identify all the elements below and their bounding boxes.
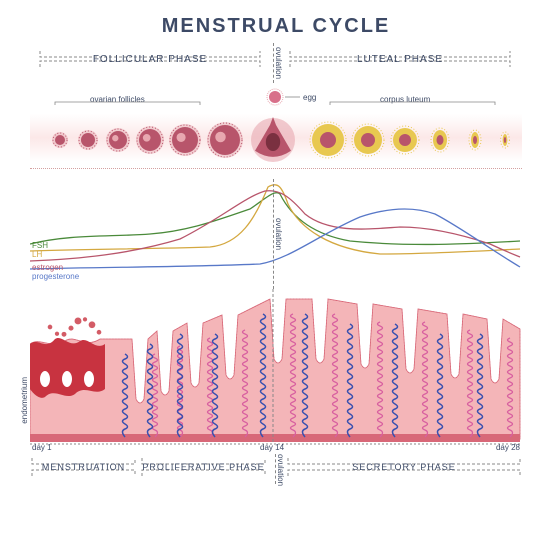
- proliferative-label: PROLIFERATIVE PHASE: [142, 462, 265, 472]
- egg-row: egg ovarian follicles corpus luteum: [0, 83, 552, 108]
- follicular-label: FOLLICULAR PHASE: [40, 54, 260, 65]
- lh-label: LH: [32, 250, 42, 259]
- day-28: day 28: [496, 443, 520, 452]
- menstruation-label: MENSTRUATION: [32, 462, 135, 472]
- main-title: MENSTRUAL CYCLE: [0, 0, 552, 38]
- top-phase-row: FOLLICULAR PHASE LUTEAL PHASE ovulation: [0, 43, 552, 83]
- small-brackets: [0, 83, 552, 108]
- hormone-chart: FSH LH estrogen progesterone ovulation: [30, 179, 522, 289]
- fsh-label: FSH: [32, 241, 48, 250]
- progesterone-label: progesterone: [32, 272, 79, 281]
- endometrium-label: endometrium: [20, 377, 29, 424]
- estrogen-label: estrogen: [32, 263, 63, 272]
- endometrium-panel: endometrium day 1 day 14 day 28: [30, 289, 522, 454]
- day-1: day 1: [32, 443, 52, 452]
- ovarian-band: [30, 108, 522, 169]
- ovulation-marker-hormone: ovulation: [273, 179, 283, 289]
- endometrium-svg: [30, 289, 522, 454]
- follicles-svg: [30, 108, 522, 168]
- ovulation-marker-top: ovulation: [273, 43, 283, 83]
- day-14: day 14: [260, 443, 284, 452]
- diagram-container: MENSTRUAL CYCLE FOLLICULAR PHASE LUTEAL …: [0, 0, 552, 552]
- ovulation-marker-bottom: ovulation: [275, 454, 285, 484]
- luteal-label: LUTEAL PHASE: [290, 54, 510, 65]
- secretory-label: SECRETORY PHASE: [288, 462, 520, 472]
- bottom-phase-row: MENSTRUATION PROLIFERATIVE PHASE SECRETO…: [30, 454, 522, 484]
